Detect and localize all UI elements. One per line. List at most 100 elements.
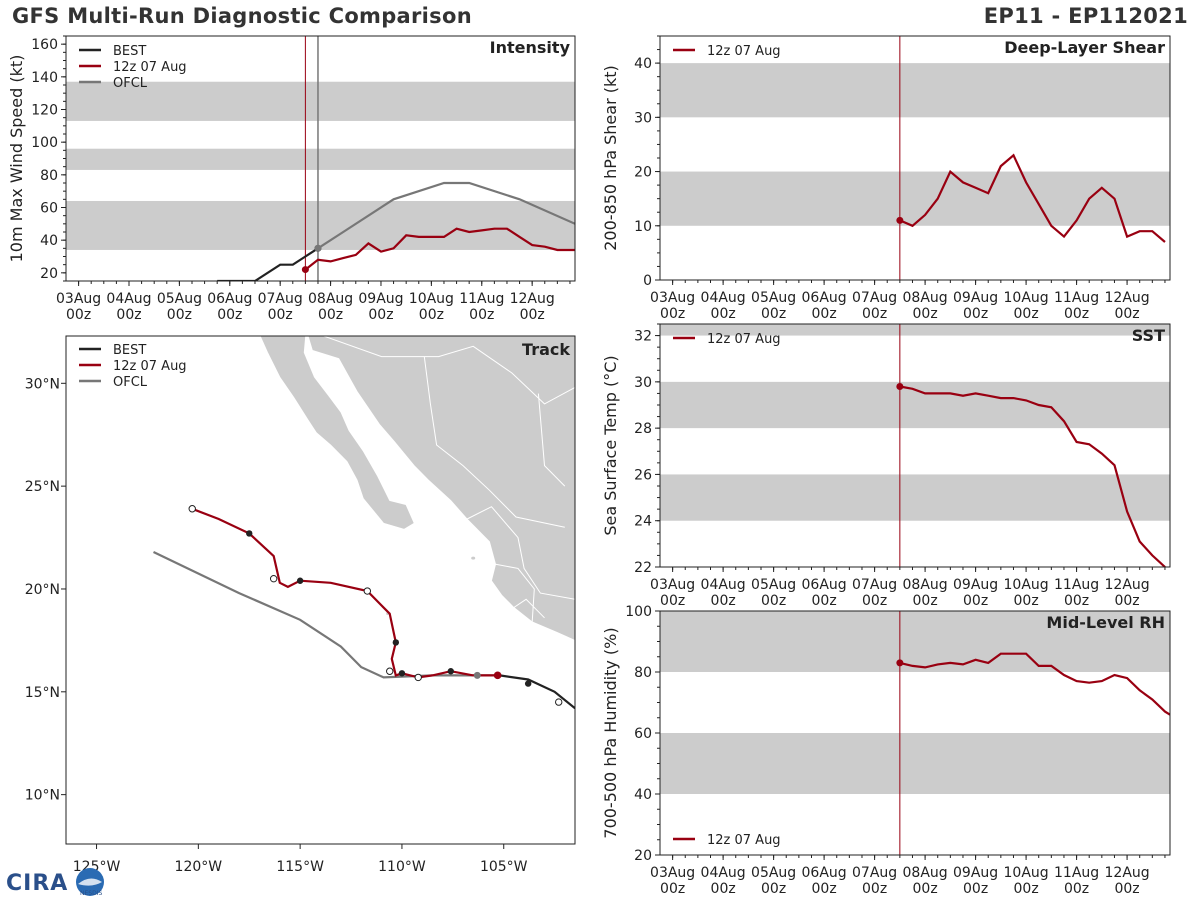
x-tick-sublabel: 00z bbox=[660, 881, 685, 897]
x-tick-label: 07Aug bbox=[258, 291, 303, 307]
track-map: 125°W 120°W 115°W 110°W 105°W10°N15°N20°N25°… bbox=[25, 335, 576, 875]
logo-text: CIRA bbox=[6, 871, 68, 896]
x-tick-sublabel: 00z bbox=[761, 593, 786, 609]
ofcl-track bbox=[153, 551, 500, 679]
chart-title: Mid-Level RH bbox=[1046, 613, 1165, 632]
series-point bbox=[896, 659, 904, 667]
track-point-filled bbox=[392, 639, 400, 646]
track-point-open bbox=[188, 505, 196, 513]
chart-title: SST bbox=[1132, 326, 1165, 345]
x-tick-label: 08Aug bbox=[903, 290, 948, 306]
x-tick-sublabel: 00z bbox=[167, 307, 192, 323]
lat-tick-label: 20°N bbox=[25, 582, 60, 598]
x-tick-sublabel: 00z bbox=[963, 881, 988, 897]
x-tick-label: 06Aug bbox=[207, 291, 252, 307]
series-line-12z-07-aug bbox=[899, 153, 1166, 243]
y-axis-label: Sea Surface Temp (°C) bbox=[601, 355, 620, 535]
series-line-12z-07-aug bbox=[899, 385, 1166, 567]
x-tick-sublabel: 00z bbox=[913, 593, 938, 609]
chart-title: Intensity bbox=[490, 38, 571, 57]
x-tick-sublabel: 00z bbox=[761, 306, 786, 322]
state-border bbox=[495, 563, 535, 622]
lon-tick-label: 115°W bbox=[276, 859, 324, 875]
track-point-open bbox=[414, 673, 422, 682]
track-point-filled bbox=[296, 577, 304, 584]
legend-label: 12z 07 Aug bbox=[707, 833, 781, 848]
y-tick-label: 40 bbox=[634, 56, 652, 72]
x-tick-label: 11Aug bbox=[1054, 865, 1099, 881]
y-tick-label: 24 bbox=[634, 514, 652, 530]
x-tick-label: 04Aug bbox=[701, 865, 746, 881]
shaded-band bbox=[66, 200, 575, 250]
state-border bbox=[466, 506, 575, 600]
x-tick-sublabel: 00z bbox=[812, 881, 837, 897]
x-tick-sublabel: 00z bbox=[368, 307, 393, 323]
track-point-open bbox=[363, 587, 372, 595]
x-tick-label: 10Aug bbox=[1004, 577, 1049, 593]
x-tick-sublabel: 00z bbox=[318, 307, 343, 323]
storm-id: EP11 - EP112021 bbox=[983, 4, 1188, 28]
x-tick-label: 07Aug bbox=[852, 290, 897, 306]
x-tick-sublabel: 00z bbox=[1014, 306, 1039, 322]
x-tick-label: 11Aug bbox=[1054, 290, 1099, 306]
shaded-band bbox=[660, 324, 1170, 336]
x-tick-label: 03Aug bbox=[650, 290, 695, 306]
y-tick-label: 28 bbox=[634, 421, 652, 437]
state-border bbox=[322, 336, 575, 405]
x-tick-label: 04Aug bbox=[106, 291, 151, 307]
y-tick-label: 80 bbox=[634, 665, 652, 681]
run-track bbox=[191, 507, 498, 679]
y-axis-label: 10m Max Wind Speed (kt) bbox=[7, 55, 26, 263]
x-tick-label: 06Aug bbox=[802, 865, 847, 881]
x-tick-label: 05Aug bbox=[751, 577, 796, 593]
logo-subtext: NESDIS bbox=[80, 890, 102, 897]
x-tick-sublabel: 00z bbox=[862, 593, 887, 609]
shaded-band bbox=[66, 81, 575, 121]
lon-tick-label: 110°W bbox=[378, 859, 426, 875]
x-tick-label: 07Aug bbox=[852, 577, 897, 593]
series-point bbox=[301, 266, 309, 274]
page-title: GFS Multi-Run Diagnostic Comparison bbox=[12, 4, 472, 28]
x-tick-sublabel: 00z bbox=[469, 307, 494, 323]
legend-label: 12z 07 Aug bbox=[707, 332, 781, 347]
y-tick-label: 120 bbox=[31, 103, 58, 119]
y-axis-label: 700-500 hPa Humidity (%) bbox=[601, 627, 620, 838]
x-tick-label: 09Aug bbox=[953, 290, 998, 306]
y-tick-label: 30 bbox=[634, 375, 652, 391]
best-track bbox=[499, 674, 575, 710]
x-tick-sublabel: 00z bbox=[963, 306, 988, 322]
x-tick-label: 11Aug bbox=[459, 291, 504, 307]
x-tick-label: 05Aug bbox=[157, 291, 202, 307]
x-tick-label: 12Aug bbox=[1105, 290, 1150, 306]
map-frame bbox=[65, 335, 576, 845]
logo-swirl-icon bbox=[78, 878, 102, 886]
island-marias bbox=[471, 556, 476, 560]
shaded-band bbox=[660, 63, 1170, 118]
x-tick-sublabel: 00z bbox=[1114, 306, 1139, 322]
run-start-point bbox=[493, 671, 502, 680]
x-tick-label: 11Aug bbox=[1054, 577, 1099, 593]
track-point-open bbox=[555, 698, 563, 706]
lat-tick-label: 15°N bbox=[25, 685, 60, 701]
shear-chart: 01020304003Aug00z04Aug00z05Aug00z06Aug00… bbox=[601, 35, 1171, 322]
chart-title: Track bbox=[522, 340, 570, 359]
x-tick-sublabel: 00z bbox=[1114, 593, 1139, 609]
x-tick-label: 06Aug bbox=[802, 577, 847, 593]
legend-label: OFCL bbox=[113, 76, 148, 91]
y-tick-label: 80 bbox=[40, 168, 58, 184]
x-tick-sublabel: 00z bbox=[268, 307, 293, 323]
x-tick-sublabel: 00z bbox=[711, 593, 736, 609]
series-line-best bbox=[217, 247, 319, 281]
legend-label: BEST bbox=[113, 44, 146, 59]
x-tick-label: 10Aug bbox=[409, 291, 454, 307]
x-tick-sublabel: 00z bbox=[1064, 881, 1089, 897]
sst-chart: 22242628303203Aug00z04Aug00z05Aug00z06Au… bbox=[601, 323, 1171, 609]
lat-tick-label: 30°N bbox=[25, 376, 60, 392]
y-tick-label: 40 bbox=[40, 233, 58, 249]
y-tick-label: 32 bbox=[634, 329, 652, 345]
x-tick-label: 04Aug bbox=[701, 290, 746, 306]
land-mainland bbox=[307, 336, 575, 641]
x-tick-sublabel: 00z bbox=[1064, 306, 1089, 322]
lon-tick-label: 120°W bbox=[175, 859, 223, 875]
